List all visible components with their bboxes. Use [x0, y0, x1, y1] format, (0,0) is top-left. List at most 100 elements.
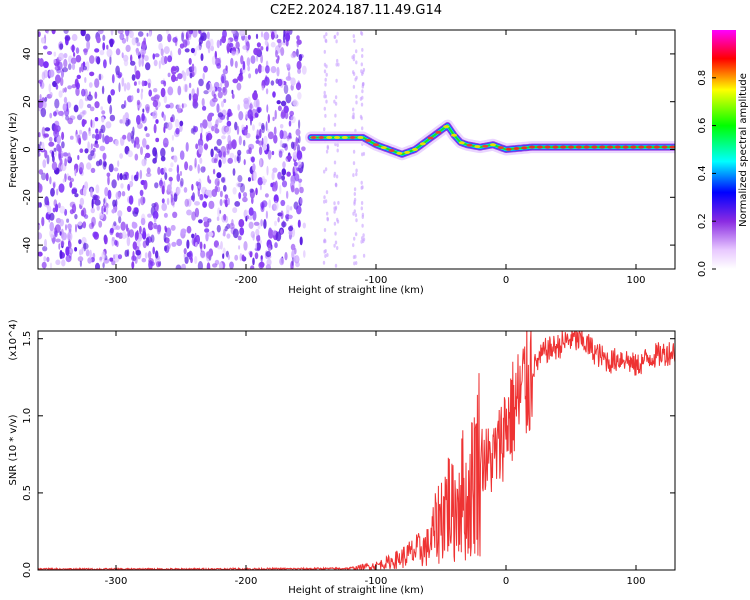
- noise-speckle: [296, 35, 300, 41]
- noise-speckle: [266, 143, 270, 152]
- noise-speckle: [175, 264, 182, 269]
- noise-speckle: [250, 231, 255, 238]
- noise-speckle: [291, 250, 295, 260]
- noise-speckle: [273, 134, 278, 144]
- noise-speckle: [259, 184, 262, 191]
- noise-speckle: [49, 212, 55, 221]
- noise-speckle: [322, 260, 326, 265]
- noise-speckle: [197, 138, 204, 148]
- noise-speckle: [361, 126, 364, 131]
- noise-speckle: [61, 232, 67, 241]
- noise-speckle: [166, 122, 173, 131]
- noise-speckle: [212, 168, 216, 175]
- noise-speckle: [324, 82, 327, 87]
- noise-speckle: [86, 103, 92, 109]
- noise-speckle: [54, 98, 60, 109]
- noise-speckle: [107, 94, 112, 105]
- noise-speckle: [92, 231, 98, 238]
- noise-speckle: [239, 30, 246, 37]
- noise-speckle: [203, 90, 209, 95]
- noise-speckle: [141, 258, 147, 263]
- noise-speckle: [90, 119, 93, 128]
- noise-speckle: [270, 31, 275, 40]
- noise-speckle: [355, 232, 358, 237]
- noise-speckle: [288, 225, 294, 232]
- noise-speckle: [58, 202, 61, 209]
- noise-speckle: [224, 80, 229, 88]
- noise-speckle: [127, 150, 133, 158]
- noise-speckle: [333, 99, 336, 104]
- noise-speckle: [65, 224, 67, 231]
- noise-speckle: [214, 123, 218, 130]
- noise-speckle: [129, 180, 134, 188]
- noise-speckle: [198, 78, 204, 87]
- noise-speckle: [47, 205, 52, 215]
- noise-speckle: [216, 63, 222, 69]
- noise-speckle: [136, 142, 140, 149]
- noise-speckle: [267, 149, 272, 160]
- noise-speckle: [200, 132, 203, 141]
- noise-speckle: [204, 228, 210, 233]
- noise-speckle: [355, 218, 358, 223]
- noise-speckle: [163, 212, 168, 218]
- noise-speckle: [57, 61, 63, 70]
- noise-speckle: [249, 188, 254, 193]
- noise-speckle: [227, 112, 231, 118]
- noise-speckle: [136, 42, 141, 47]
- noise-speckle: [38, 31, 41, 37]
- noise-speckle: [213, 93, 217, 99]
- noise-speckle: [199, 241, 203, 249]
- ridge-hot-spot: [497, 146, 504, 150]
- noise-speckle: [115, 65, 120, 76]
- noise-speckle: [191, 63, 195, 72]
- noise-speckle: [206, 262, 211, 269]
- noise-speckle: [155, 119, 159, 124]
- noise-speckle: [352, 243, 355, 248]
- noise-speckle: [295, 128, 301, 136]
- ridge-hot-spot: [521, 146, 528, 150]
- noise-speckle: [103, 59, 107, 69]
- noise-speckle: [252, 170, 257, 181]
- noise-speckle: [186, 239, 190, 249]
- noise-speckle: [156, 261, 161, 268]
- noise-speckle: [325, 99, 328, 104]
- noise-speckle: [272, 184, 278, 192]
- noise-speckle: [254, 252, 259, 260]
- noise-speckle: [185, 142, 189, 152]
- noise-speckle: [278, 150, 283, 158]
- noise-speckle: [282, 161, 286, 169]
- noise-speckle: [237, 175, 243, 183]
- noise-speckle: [78, 249, 83, 256]
- noise-speckle: [86, 162, 92, 170]
- noise-speckle: [296, 150, 303, 160]
- noise-speckle: [49, 221, 54, 232]
- noise-speckle: [131, 74, 136, 81]
- noise-speckle: [198, 30, 201, 35]
- noise-speckle: [167, 72, 171, 78]
- colorbar: 0.0 0.2 0.4 0.6 0.8 Normalized spectral ampl…: [697, 30, 749, 277]
- noise-speckle: [46, 51, 53, 55]
- noise-speckle: [258, 146, 263, 156]
- noise-speckle: [62, 67, 68, 73]
- noise-speckle: [235, 182, 242, 188]
- noise-speckle: [226, 120, 232, 127]
- noise-speckle: [71, 203, 77, 214]
- noise-speckle: [361, 95, 364, 100]
- noise-speckle: [58, 110, 64, 116]
- noise-speckle: [203, 166, 206, 172]
- noise-speckle: [43, 45, 48, 50]
- noise-speckle: [89, 71, 95, 77]
- noise-speckle: [252, 257, 255, 266]
- ridge-hot-spot: [552, 145, 559, 149]
- noise-speckle: [334, 205, 338, 210]
- noise-speckle: [271, 150, 275, 156]
- noise-speckle: [198, 219, 203, 224]
- noise-speckle: [234, 201, 241, 207]
- noise-speckle: [199, 251, 206, 259]
- noise-speckle: [79, 129, 83, 135]
- noise-speckle: [147, 213, 152, 218]
- noise-speckle: [114, 139, 119, 147]
- noise-speckle: [294, 187, 300, 195]
- noise-speckle: [236, 156, 240, 162]
- noise-speckle: [216, 172, 222, 179]
